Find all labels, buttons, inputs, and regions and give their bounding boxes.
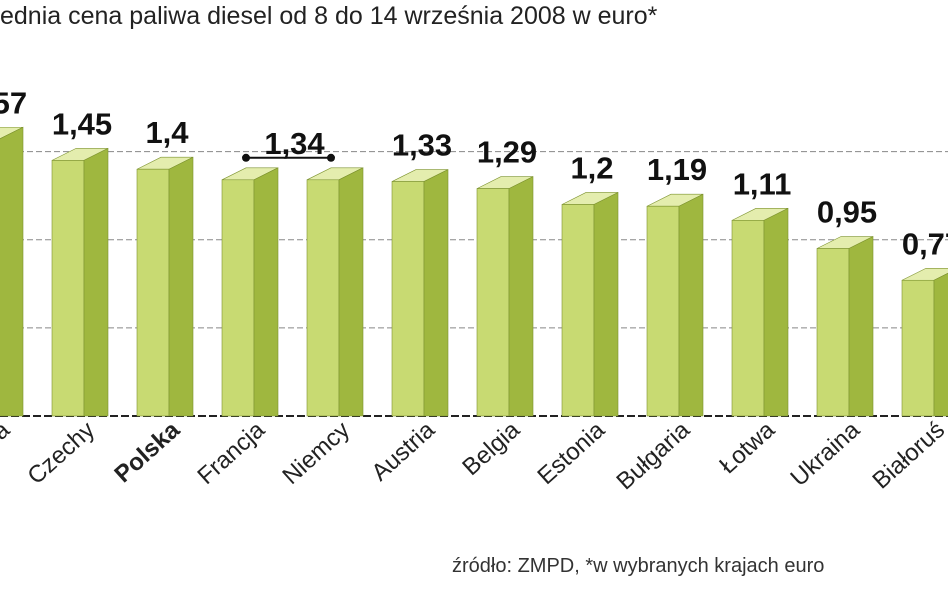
bar: [816, 236, 874, 417]
bar: [221, 167, 279, 417]
bar-side: [508, 176, 534, 417]
bar: [0, 126, 24, 417]
bar-front: [391, 181, 425, 417]
value-label: 1,33: [392, 128, 452, 163]
bar-side: [848, 236, 874, 417]
bar-front: [136, 168, 170, 417]
x-tick-label: Francja: [192, 416, 270, 490]
x-tick-label: Bułgaria: [612, 416, 696, 495]
bar-front: [901, 279, 935, 417]
x-tick-label: Polska: [109, 416, 185, 488]
bar-front: [561, 204, 595, 417]
bar: [561, 191, 619, 417]
bar-front: [816, 248, 850, 417]
bracket-dot: [327, 153, 335, 162]
value-label: 1,57: [0, 85, 27, 120]
bar-front: [731, 220, 765, 417]
value-label: 1,11: [733, 166, 792, 201]
value-label: 1,29: [477, 135, 537, 170]
chart-title: ednia cena paliwa diesel od 8 do 14 wrze…: [0, 2, 658, 30]
bar: [731, 207, 789, 417]
value-label: 1,2: [570, 150, 613, 185]
x-tick-label: Austria: [366, 416, 440, 486]
bar-side: [338, 167, 364, 417]
value-label: 0,77: [902, 226, 948, 261]
value-label: 0,95: [817, 195, 877, 230]
value-label: 1,19: [647, 152, 707, 187]
value-label: 1,4: [145, 115, 189, 150]
bar-side: [763, 207, 789, 417]
bar-front: [476, 188, 510, 417]
x-tick-label: Estonia: [532, 416, 610, 490]
bar-side: [83, 147, 109, 417]
bar: [646, 193, 704, 417]
x-tick-label: Niemcy: [277, 416, 355, 490]
bar-front: [306, 179, 340, 417]
source-note: źródło: ZMPD, *w wybranych krajach euro: [452, 555, 824, 577]
bar: [901, 267, 948, 417]
bar-side: [678, 193, 704, 417]
x-tick-label: Ukraina: [785, 416, 865, 492]
bar-side: [253, 167, 279, 417]
value-label: 1,34: [264, 126, 325, 161]
bar-side: [593, 191, 619, 417]
bar: [476, 176, 534, 417]
x-tick-label: Łotwa: [714, 416, 780, 479]
bar: [306, 167, 364, 417]
bar-side: [933, 272, 948, 417]
bar-front: [221, 179, 255, 417]
bracket-dot: [242, 153, 250, 162]
bar: [136, 156, 194, 417]
bar-front: [646, 205, 680, 417]
bar-side: [423, 169, 449, 417]
value-label: 1,45: [52, 106, 112, 141]
bar-front: [51, 160, 85, 417]
x-tick-label: a: [0, 416, 15, 445]
x-tick-label: Czechy: [22, 416, 100, 490]
bar: [391, 169, 449, 417]
x-tick-label: Belgia: [457, 416, 525, 481]
bar-side: [168, 156, 194, 417]
bar: [51, 147, 109, 417]
x-tick-label: Białoruś: [868, 416, 948, 494]
bar-side: [0, 126, 24, 417]
